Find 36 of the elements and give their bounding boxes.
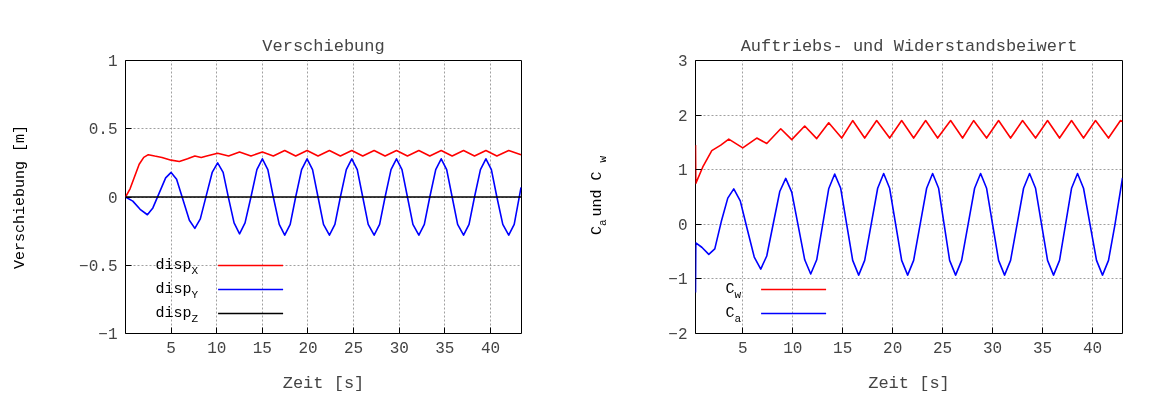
y-tick-label: 0 [677,216,688,235]
y-tick-label: 2 [677,107,688,126]
chart-title: Verschiebung [262,36,385,56]
x-tick-label: 35 [1032,339,1053,358]
y-tick-label: 1 [107,53,118,71]
y-tick-label: 1 [677,162,688,181]
line-series [125,149,522,198]
y-tick-label: 3 [677,53,688,71]
x-axis-title: Zeit [s] [868,373,950,393]
x-tick-label: 10 [783,339,803,358]
x-tick-label: 25 [344,339,364,358]
line-series [125,157,522,237]
x-tick-label: 40 [1082,339,1103,358]
x-tick-label: 35 [435,339,455,358]
y-tick-label: 0.5 [88,121,118,140]
x-tick-label: 30 [982,339,1003,358]
x-tick-label: 40 [480,339,501,358]
x-tick-label: 25 [933,339,953,358]
y-axis-title: Ca und Cw [589,155,609,236]
y-tick-label: 0 [107,189,118,208]
x-tick-label: 10 [207,339,227,358]
line-series [695,119,1123,185]
y-tick-label: −0.5 [79,257,118,276]
x-tick-label: 20 [298,339,318,358]
x-tick-label: 15 [252,339,272,358]
y-tick-label: −1 [98,326,118,344]
y-tick-label: −2 [668,326,688,344]
x-tick-label: 5 [166,339,176,358]
x-tick-label: 5 [737,339,748,358]
x-tick-label: 30 [389,339,409,358]
chart-title: Auftriebs- und Widerstandsbeiwert [740,36,1078,56]
x-tick-label: 20 [883,339,903,358]
x-axis-title: Zeit [s] [282,373,365,393]
y-tick-label: −1 [668,271,688,290]
y-axis-title: Verschiebung [m] [12,124,29,269]
x-tick-label: 15 [833,339,853,358]
